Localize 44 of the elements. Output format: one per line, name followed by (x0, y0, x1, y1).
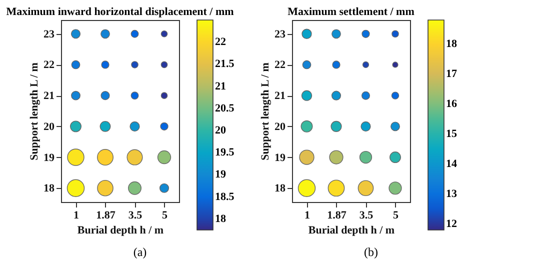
y-axis-title: Support length L / m (28, 62, 40, 160)
y-tick-label: 22 (274, 59, 286, 72)
color-bar-label: 12 (446, 218, 458, 230)
color-bar-label: 15 (446, 128, 458, 140)
color-bar-label: 22 (215, 36, 226, 48)
color-bar-label: 20 (215, 124, 226, 137)
color-bar-label: 16 (446, 98, 458, 110)
text: (b) (364, 245, 378, 259)
chart-title: Maximum inward horizontal displacement / mm (6, 6, 234, 18)
color-bar-label: 17 (446, 68, 458, 80)
x-tick-label: 3.5 (359, 210, 374, 222)
y-tick-label: 21 (44, 90, 54, 102)
y-tick-label: 20 (44, 120, 55, 133)
y-axis-title: Support length L / m (260, 62, 272, 160)
x-tick-label: 1 (74, 210, 79, 222)
x-tick-label: 3.5 (128, 210, 143, 222)
x-tick-label: 5 (162, 210, 168, 222)
chart-title: Maximum settlement / mm (288, 6, 414, 18)
color-bar-label: 19.5 (215, 146, 235, 159)
color-bar-label: 18 (215, 212, 226, 225)
color-bar-label: 18 (446, 38, 458, 50)
y-tick-label: 23 (274, 28, 286, 40)
y-tick-label: 18 (44, 182, 55, 195)
color-bar-label: 14 (446, 158, 458, 170)
color-bar-label: 21.5 (215, 58, 235, 70)
y-tick-label: 20 (274, 120, 286, 133)
y-tick-label: 19 (274, 152, 286, 164)
y-tick-label: 19 (44, 152, 55, 164)
color-bar-label: 13 (446, 188, 458, 200)
x-tick-label: 1.87 (327, 210, 347, 222)
text: (a) (133, 245, 147, 259)
x-axis-title: Burial depth h / m (77, 224, 164, 236)
color-bar-label: 18.5 (215, 190, 235, 203)
y-tick-label: 23 (44, 28, 55, 40)
color-bar-label: 20.5 (215, 102, 235, 114)
x-tick-label: 1 (304, 210, 310, 222)
x-tick-label: 5 (393, 210, 399, 222)
color-bar-label: 21 (215, 80, 226, 92)
y-tick-label: 22 (44, 59, 55, 72)
y-tick-label: 21 (274, 90, 286, 102)
x-tick-label: 1.87 (96, 210, 116, 222)
y-tick-label: 18 (274, 182, 286, 195)
color-bar-label: 19 (215, 168, 226, 181)
x-axis-title: Burial depth h / m (308, 224, 395, 236)
